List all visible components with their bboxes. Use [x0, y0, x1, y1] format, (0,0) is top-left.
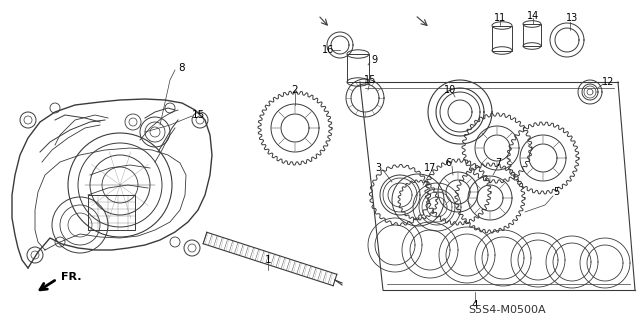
Bar	[492, 26, 512, 51]
Text: 9: 9	[371, 55, 377, 65]
Bar	[523, 24, 541, 46]
Text: 12: 12	[602, 77, 614, 87]
Bar	[347, 54, 369, 82]
Text: 15: 15	[364, 75, 376, 85]
Text: 11: 11	[494, 13, 506, 23]
Text: 4: 4	[472, 300, 478, 310]
Text: 10: 10	[444, 85, 456, 95]
Text: 6: 6	[445, 158, 451, 168]
Text: FR.: FR.	[61, 272, 81, 282]
Text: 5: 5	[553, 187, 559, 197]
Text: 13: 13	[566, 13, 578, 23]
Text: 3: 3	[375, 163, 381, 173]
Text: 14: 14	[527, 11, 539, 21]
Text: 17: 17	[424, 163, 436, 173]
Text: 15: 15	[191, 110, 205, 120]
Text: 16: 16	[322, 45, 334, 55]
Text: 8: 8	[179, 63, 186, 73]
Text: 7: 7	[495, 158, 501, 168]
Text: 1: 1	[265, 255, 271, 265]
Text: S5S4-M0500A: S5S4-M0500A	[468, 305, 546, 315]
Text: 2: 2	[292, 85, 298, 95]
